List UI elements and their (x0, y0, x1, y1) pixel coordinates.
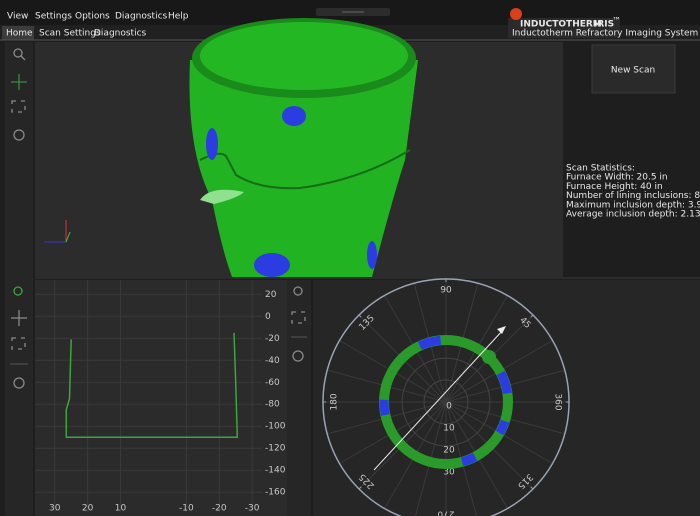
left-toolbar (5, 42, 33, 516)
inclusion-arc (417, 335, 442, 350)
inclusion-arc (496, 370, 512, 395)
logo-brand: INDUCTOTHERM (520, 20, 602, 30)
y-tick-label: -140 (265, 466, 286, 476)
icon-shape (13, 48, 23, 58)
stats-line: Average inclusion depth: 2.13 in (566, 210, 700, 220)
inclusion-arc (495, 419, 510, 436)
furnace-interior (200, 22, 408, 90)
x-tick-label: -30 (245, 504, 260, 514)
angle-tick (358, 486, 362, 490)
menu-item[interactable]: Help (168, 12, 189, 22)
tab[interactable]: Home (6, 29, 33, 39)
active-tab-bg (2, 26, 34, 40)
y-tick-label: -120 (265, 444, 286, 454)
zoom-icon[interactable] (293, 286, 303, 296)
settings-icon[interactable] (292, 350, 304, 362)
profile-toolbar (287, 280, 311, 516)
profile-line (65, 332, 239, 438)
y-tick-label: -40 (265, 356, 280, 366)
new-scan-label[interactable]: New Scan (611, 66, 655, 76)
angle-tick-label: 360 (553, 393, 563, 410)
fit-icon[interactable] (291, 311, 306, 324)
radial-tick-label: 10 (443, 423, 455, 433)
y-tick-label: -60 (265, 378, 280, 388)
icon-shape (20, 55, 26, 61)
radial-grid (401, 357, 491, 447)
ring-bulge (482, 350, 496, 364)
inclusion-arc (460, 452, 478, 467)
profile-chart: 20 0 -20 -40 -60 -80 -100 -120 -140 -160 30 20 10 -10… (35, 280, 286, 514)
arrow-head (497, 326, 506, 334)
x-tick-label: -20 (212, 504, 227, 514)
settings-icon[interactable] (13, 129, 25, 141)
menu-item[interactable]: Options (75, 12, 110, 22)
direction-arrow (373, 329, 504, 471)
angle-tick (530, 314, 534, 318)
settings-icon[interactable] (13, 377, 25, 389)
zoom-icon[interactable] (13, 286, 23, 296)
inclusion-patch (254, 253, 290, 277)
angle-tick-label: 90 (440, 286, 452, 296)
x-tick-label: 30 (49, 504, 61, 514)
angle-tick-label: 180 (330, 393, 340, 410)
fit-icon[interactable] (11, 100, 26, 113)
axis-triad (44, 220, 71, 243)
radial-tick-label: 20 (443, 445, 455, 455)
rim-edge (199, 149, 411, 190)
y-tick-label: -20 (265, 334, 280, 344)
radial-tick-label: 0 (446, 402, 452, 412)
tab[interactable]: Scan Settings (39, 29, 101, 39)
y-tick-label: -100 (265, 422, 286, 432)
new-scan-button[interactable] (591, 44, 676, 94)
inclusion-patch (206, 128, 218, 160)
logo-product: IRIS (594, 20, 614, 30)
logo-trademark: ™ (612, 17, 621, 27)
y-tick-label: 0 (265, 312, 271, 322)
inclusion-patch (367, 241, 377, 269)
logo-tagline: Inductotherm Refractory Imaging System (512, 29, 698, 39)
pan-icon[interactable] (11, 74, 27, 90)
stats-title: Scan Statistics: (566, 164, 635, 174)
inclusion-patch (282, 106, 306, 126)
x-tick-label: 20 (82, 504, 94, 514)
x-tick-label: -10 (179, 504, 194, 514)
logo-dot (510, 8, 522, 20)
tab[interactable]: Diagnostics (94, 29, 147, 39)
radial-grid (423, 379, 469, 425)
zoom-icon[interactable] (13, 48, 26, 61)
triad-axis (65, 231, 71, 243)
furnace-spout (200, 189, 244, 204)
stats-line: Furnace Width: 20.5 in (566, 173, 668, 183)
furnace-body (189, 60, 418, 277)
stats-line: Maximum inclusion depth: 3.96 in (566, 200, 700, 210)
menu-item[interactable]: View (7, 12, 28, 22)
y-tick-label: -160 (265, 488, 286, 498)
stats-line: Number of lining inclusions: 8 (566, 191, 700, 201)
stats-line: Furnace Height: 40 in (566, 182, 663, 192)
menu-item[interactable]: Settings (35, 12, 72, 22)
x-tick-label: 10 (115, 504, 127, 514)
radial-tick-label: 30 (443, 467, 455, 477)
angle-tick-label: 270 (437, 509, 454, 516)
angle-tick (358, 314, 362, 318)
angle-tick (530, 486, 534, 490)
inclusion-arc (379, 399, 390, 416)
y-tick-label: 20 (265, 290, 277, 300)
menu-item[interactable]: Diagnostics (115, 12, 168, 22)
fit-icon[interactable] (11, 337, 26, 350)
y-tick-label: -80 (265, 400, 280, 410)
logo-box (508, 18, 620, 38)
profile-panel (35, 280, 287, 516)
